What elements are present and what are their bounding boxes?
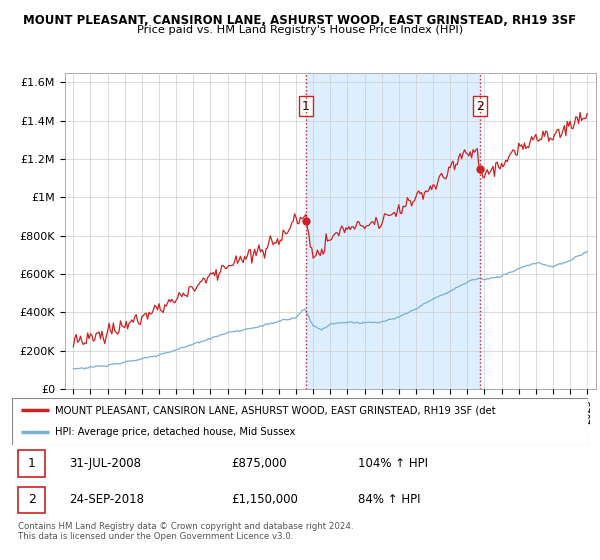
Text: £875,000: £875,000 bbox=[231, 457, 287, 470]
Text: 2: 2 bbox=[28, 493, 35, 506]
Text: Contains HM Land Registry data © Crown copyright and database right 2024.
This d: Contains HM Land Registry data © Crown c… bbox=[18, 522, 353, 542]
Bar bbox=[18, 487, 46, 513]
Text: 104% ↑ HPI: 104% ↑ HPI bbox=[358, 457, 428, 470]
Bar bbox=[306, 73, 480, 389]
Text: MOUNT PLEASANT, CANSIRON LANE, ASHURST WOOD, EAST GRINSTEAD, RH19 3SF: MOUNT PLEASANT, CANSIRON LANE, ASHURST W… bbox=[23, 14, 577, 27]
Text: 24-SEP-2018: 24-SEP-2018 bbox=[70, 493, 145, 506]
Text: £1,150,000: £1,150,000 bbox=[231, 493, 298, 506]
Text: 31-JUL-2008: 31-JUL-2008 bbox=[70, 457, 142, 470]
Text: 1: 1 bbox=[28, 457, 35, 470]
Text: 1: 1 bbox=[302, 100, 310, 113]
Text: MOUNT PLEASANT, CANSIRON LANE, ASHURST WOOD, EAST GRINSTEAD, RH19 3SF (det: MOUNT PLEASANT, CANSIRON LANE, ASHURST W… bbox=[55, 405, 496, 416]
Text: HPI: Average price, detached house, Mid Sussex: HPI: Average price, detached house, Mid … bbox=[55, 427, 296, 437]
Text: 84% ↑ HPI: 84% ↑ HPI bbox=[358, 493, 420, 506]
Text: 2: 2 bbox=[476, 100, 484, 113]
Text: Price paid vs. HM Land Registry's House Price Index (HPI): Price paid vs. HM Land Registry's House … bbox=[137, 25, 463, 35]
Bar bbox=[18, 450, 46, 477]
